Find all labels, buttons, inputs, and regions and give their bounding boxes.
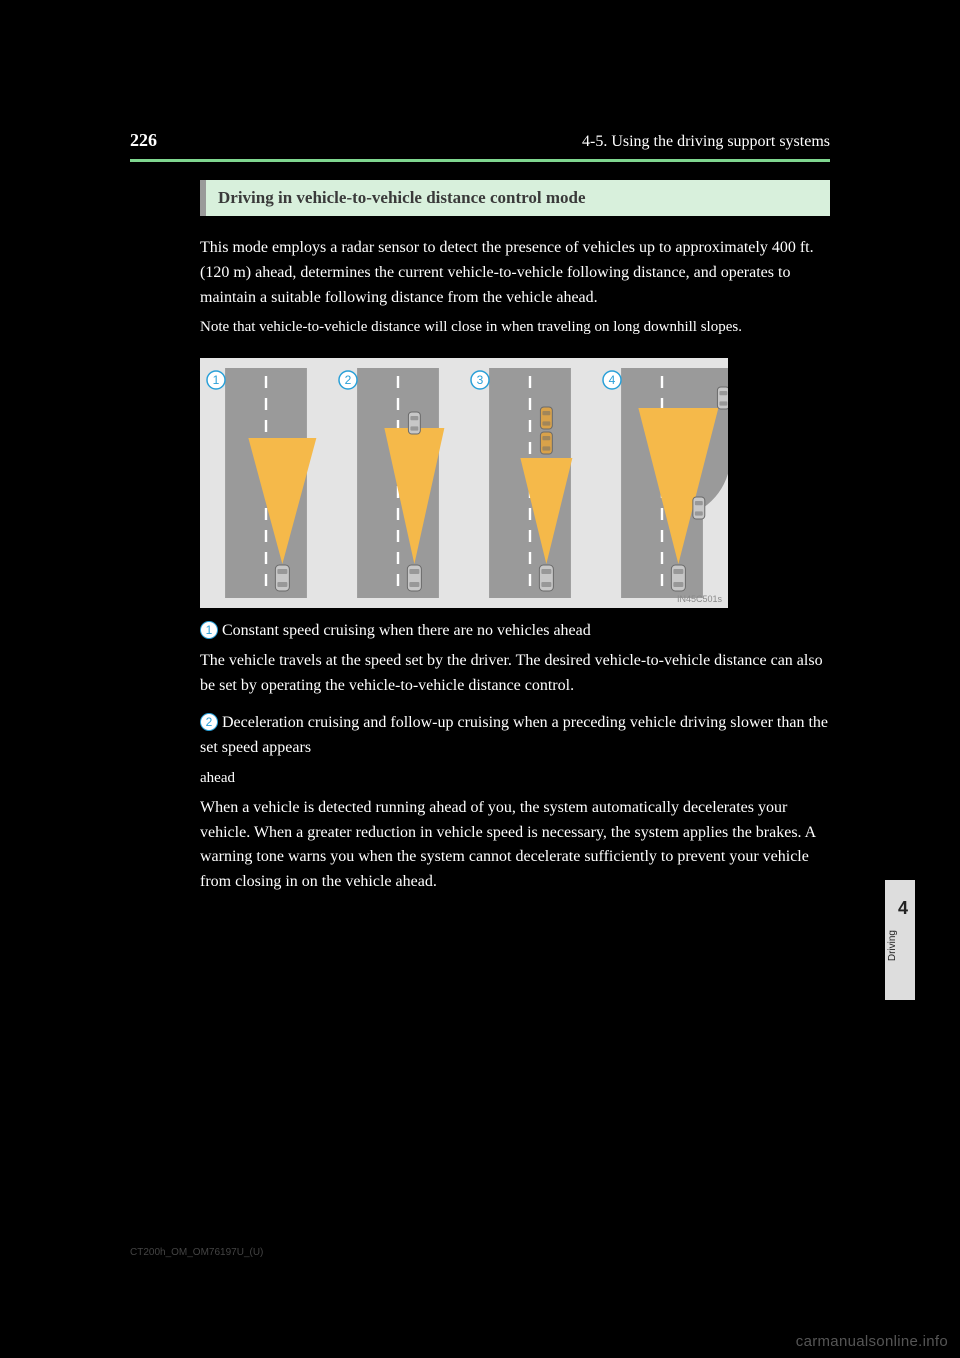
sidebar-chapter-label: Driving	[887, 930, 913, 961]
item-1-title-text: Constant speed cruising when there are n…	[222, 622, 591, 639]
item-1-block: 1 Constant speed cruising when there are…	[200, 619, 830, 699]
item-2-body: When a vehicle is detected running ahead…	[200, 796, 830, 895]
sidebar-chapter-number: 4	[898, 898, 908, 919]
svg-text:IN45C501s: IN45C501s	[677, 594, 723, 604]
svg-text:1: 1	[213, 373, 220, 387]
svg-text:2: 2	[345, 373, 352, 387]
section-banner: Driving in vehicle-to-vehicle distance c…	[200, 180, 830, 216]
intro-sub-paragraph: Note that vehicle-to-vehicle distance wi…	[200, 316, 830, 339]
cruise-mode-diagram: 1 2 3 4 IN45C501s	[200, 358, 830, 613]
header-divider	[130, 159, 830, 162]
svg-text:3: 3	[477, 373, 484, 387]
item-1-title: 1 Constant speed cruising when there are…	[200, 619, 830, 644]
item-1-body: The vehicle travels at the speed set by …	[200, 649, 830, 699]
section-banner-text: Driving in vehicle-to-vehicle distance c…	[218, 188, 586, 207]
intro-paragraph: This mode employs a radar sensor to dete…	[200, 236, 830, 310]
chapter-title: 4-5. Using the driving support systems	[582, 133, 830, 151]
circled-2-icon: 2	[200, 713, 218, 731]
item-2-block: 2 Deceleration cruising and follow-up cr…	[200, 711, 830, 895]
watermark: carmanualsonline.info	[796, 1333, 948, 1350]
page-header: 226 4-5. Using the driving support syste…	[130, 130, 830, 151]
document-id-footer: CT200h_OM_OM76197U_(U)	[130, 1247, 263, 1258]
page-content: 226 4-5. Using the driving support syste…	[130, 130, 830, 901]
item-2-lead: ahead	[200, 767, 830, 790]
circled-1-icon: 1	[200, 621, 218, 639]
diagram-svg: 1 2 3 4 IN45C501s	[200, 358, 728, 608]
item-2-title: 2 Deceleration cruising and follow-up cr…	[200, 711, 830, 761]
page-number: 226	[130, 130, 157, 151]
item-2-title-text: Deceleration cruising and follow-up crui…	[200, 714, 828, 756]
svg-text:4: 4	[609, 373, 616, 387]
